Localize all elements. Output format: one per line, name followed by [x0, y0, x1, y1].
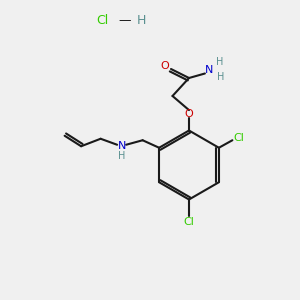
Text: —: — [118, 14, 131, 28]
Text: H: H [218, 72, 225, 82]
Text: O: O [160, 61, 169, 71]
Text: H: H [118, 151, 125, 161]
Text: H: H [136, 14, 146, 28]
Text: N: N [205, 65, 213, 75]
Text: Cl: Cl [184, 217, 194, 227]
Text: H: H [216, 57, 224, 67]
Text: O: O [184, 109, 194, 119]
Text: Cl: Cl [233, 133, 244, 143]
Text: N: N [117, 141, 126, 151]
Text: Cl: Cl [96, 14, 108, 28]
